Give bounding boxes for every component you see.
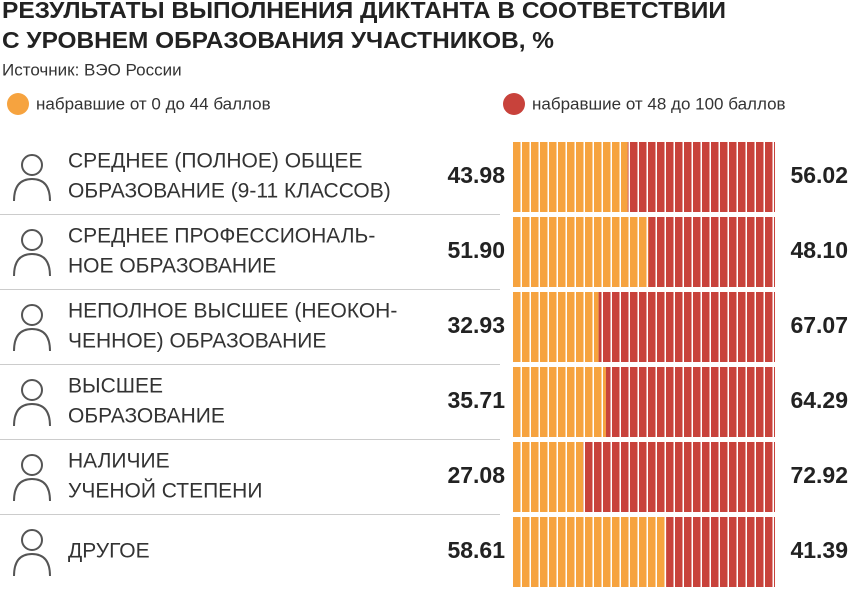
chart-title: С УРОВНЕМ ОБРАЗОВАНИЯ УЧАСТНИКОВ, % [2, 27, 554, 53]
value-label: 56.02 [790, 162, 848, 188]
bar-stripes [666, 517, 775, 587]
bar-stripes [512, 517, 666, 587]
value-label: 64.29 [790, 387, 848, 413]
icon-head [22, 155, 42, 175]
legend-label: набравшие от 0 до 44 баллов [36, 94, 271, 113]
icon-head [22, 530, 42, 550]
icon-head [22, 455, 42, 475]
person-icon [14, 155, 50, 201]
bar-stripes [512, 217, 648, 287]
chart-title: РЕЗУЛЬТАТЫ ВЫПОЛНЕНИЯ ДИКТАНТА В СООТВЕТ… [2, 0, 726, 23]
icon-body [14, 404, 50, 426]
icon-head [22, 380, 42, 400]
bar-stripes [628, 142, 775, 212]
category-label: НОЕ ОБРАЗОВАНИЕ [68, 255, 276, 278]
bar-stripes [512, 367, 606, 437]
value-label: 48.10 [790, 237, 848, 263]
value-label: 41.39 [790, 537, 848, 563]
value-label: 51.90 [447, 237, 505, 263]
icon-body [14, 179, 50, 201]
value-label: 27.08 [447, 462, 505, 488]
person-icon [14, 530, 50, 576]
legend-swatch [7, 93, 29, 115]
category-label: НАЛИЧИЕ [68, 450, 170, 473]
person-icon [14, 455, 50, 501]
value-label: 35.71 [447, 387, 505, 413]
category-label: ОБРАЗОВАНИЕ [68, 405, 225, 428]
category-label: НЕПОЛНОЕ ВЫСШЕЕ (НЕОКОН- [68, 300, 397, 323]
value-label: 43.98 [447, 162, 505, 188]
value-label: 72.92 [790, 462, 848, 488]
icon-body [14, 554, 50, 576]
bar-stripes [606, 367, 775, 437]
category-label: ДРУГОЕ [68, 540, 150, 563]
bar-stripes [599, 292, 775, 362]
category-label: ОБРАЗОВАНИЕ (9-11 КЛАССОВ) [68, 180, 391, 203]
person-icon [14, 230, 50, 276]
icon-body [14, 254, 50, 276]
bar-stripes [512, 442, 583, 512]
category-label: СРЕДНЕЕ ПРОФЕССИОНАЛЬ- [68, 225, 375, 248]
bar-stripes [648, 217, 775, 287]
person-icon [14, 380, 50, 426]
category-label: СРЕДНЕЕ (ПОЛНОЕ) ОБЩЕЕ [68, 150, 363, 173]
icon-head [22, 230, 42, 250]
value-label: 32.93 [447, 312, 505, 338]
bar-stripes [512, 142, 628, 212]
value-label: 67.07 [790, 312, 848, 338]
icon-body [14, 329, 50, 351]
legend-swatch [503, 93, 525, 115]
legend-label: набравшие от 48 до 100 баллов [532, 94, 786, 113]
icon-body [14, 479, 50, 501]
person-icon [14, 305, 50, 351]
category-label: ЧЕННОЕ) ОБРАЗОВАНИЕ [68, 330, 326, 353]
chart: РЕЗУЛЬТАТЫ ВЫПОЛНЕНИЯ ДИКТАНТА В СООТВЕТ… [0, 0, 850, 589]
category-label: УЧЕНОЙ СТЕПЕНИ [68, 479, 262, 503]
icon-head [22, 305, 42, 325]
source: Источник: ВЭО России [2, 60, 182, 79]
bar-stripes [583, 442, 775, 512]
category-label: ВЫСШЕЕ [68, 375, 163, 398]
bar-stripes [512, 292, 599, 362]
value-label: 58.61 [447, 537, 505, 563]
